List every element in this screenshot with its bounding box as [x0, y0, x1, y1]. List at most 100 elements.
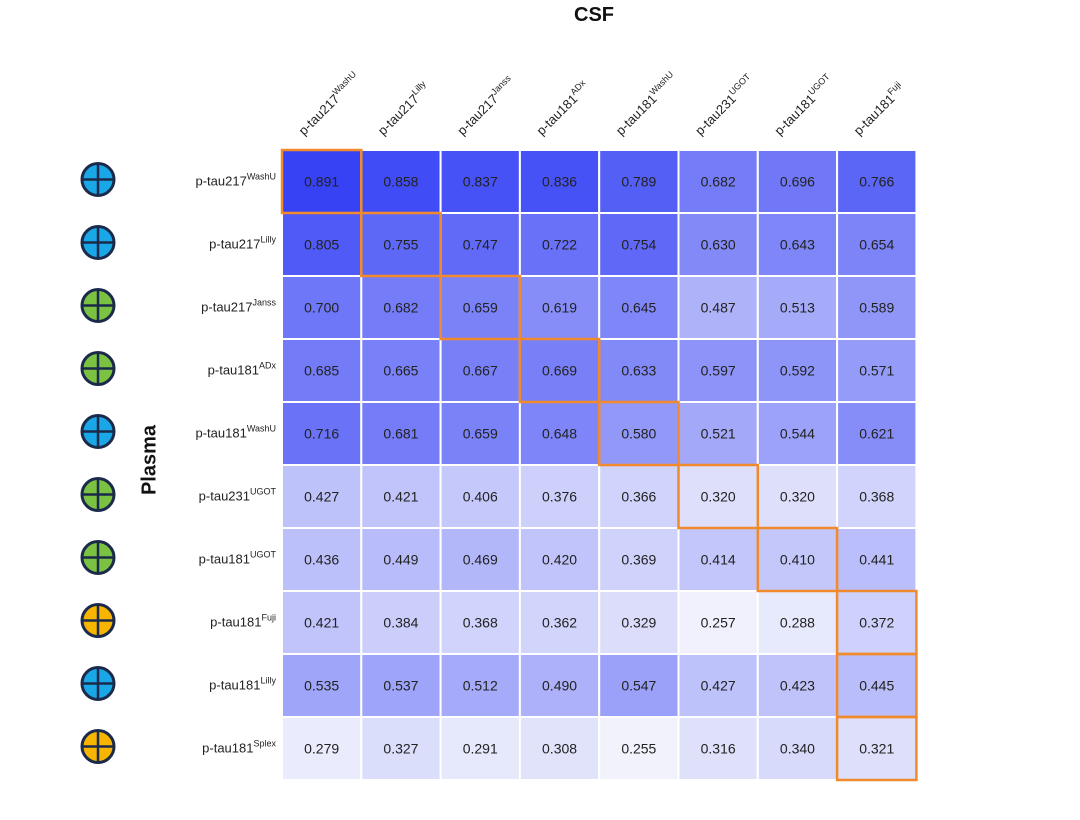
plate-marker-icon [80, 729, 116, 764]
cell-value-label: 0.630 [701, 237, 736, 253]
heatmap-cell [836, 527, 918, 592]
plate-marker-icon [80, 351, 116, 386]
row-label: p-tau181WashU [196, 424, 277, 441]
cell-value-label: 0.288 [780, 615, 815, 631]
plate-marker-icon [80, 540, 116, 575]
heatmap-cell [677, 149, 759, 214]
heatmap-cell [439, 464, 521, 529]
highlight-outline [439, 274, 522, 341]
cell-value-label: 0.535 [304, 678, 339, 694]
row-label: p-tau231UGOT [199, 487, 277, 504]
highlight-outline [597, 400, 680, 467]
heatmap-cell [281, 716, 363, 781]
cell-value-label: 0.836 [542, 174, 577, 190]
cell-value-label: 0.619 [542, 300, 577, 316]
heatmap-cell [281, 212, 363, 277]
heatmap-cell [836, 212, 918, 277]
heatmap-cell [836, 275, 918, 340]
cell-value-label: 0.427 [701, 678, 736, 694]
cell-value-label: 0.257 [701, 615, 736, 631]
cell-value-label: 0.308 [542, 741, 577, 757]
cell-value-label: 0.366 [621, 489, 656, 505]
cell-value-label: 0.659 [463, 300, 498, 316]
row-label: p-tau181Lilly [209, 676, 276, 693]
row-label: p-tau181UGOT [199, 550, 277, 567]
chart-title: CSF [574, 4, 614, 26]
heatmap-cell [836, 149, 918, 214]
highlight-outline [280, 148, 363, 215]
heatmap-cell [756, 338, 839, 403]
heatmap-cell [360, 716, 442, 781]
heatmap-cell [598, 338, 680, 403]
cell-value-label: 0.316 [701, 741, 736, 757]
cell-value-label: 0.521 [701, 426, 736, 442]
column-label: p-tau231UGOT [691, 71, 758, 138]
cell-value-label: 0.420 [542, 552, 577, 568]
heatmap-cell [836, 401, 918, 466]
cell-value-label: 0.754 [621, 237, 656, 253]
cell-value-label: 0.368 [463, 615, 498, 631]
heatmap-cell [439, 338, 521, 403]
cell-value-label: 0.716 [304, 426, 339, 442]
cell-value-label: 0.376 [542, 489, 577, 505]
cell-value-label: 0.654 [859, 237, 894, 253]
cell-value-label: 0.643 [780, 237, 815, 253]
cell-value-label: 0.436 [304, 552, 339, 568]
cell-value-label: 0.592 [780, 363, 815, 379]
cell-value-label: 0.648 [542, 426, 577, 442]
heatmap-cell [756, 401, 839, 466]
cell-value-label: 0.291 [463, 741, 498, 757]
heatmap-cell [836, 716, 918, 781]
cell-value-label: 0.858 [383, 174, 418, 190]
heatmap-cell [677, 212, 759, 277]
cell-value-label: 0.667 [463, 363, 498, 379]
cell-value-label: 0.445 [859, 678, 894, 694]
cell-value-label: 0.320 [780, 489, 815, 505]
cell-value-label: 0.329 [621, 615, 656, 631]
cell-value-label: 0.891 [304, 174, 339, 190]
row-label: p-tau217Lilly [209, 235, 276, 252]
cell-value-label: 0.837 [463, 174, 498, 190]
cell-value-label: 0.665 [383, 363, 418, 379]
cell-value-label: 0.645 [621, 300, 656, 316]
heatmap-cell [281, 401, 363, 466]
cell-value-label: 0.327 [383, 741, 418, 757]
cell-value-label: 0.805 [304, 237, 339, 253]
cell-value-label: 0.681 [383, 426, 418, 442]
heatmap-cell [756, 527, 839, 592]
column-label: p-tau181WashU [611, 69, 680, 138]
cell-value-label: 0.469 [463, 552, 498, 568]
cell-value-label: 0.700 [304, 300, 339, 316]
cell-value-label: 0.384 [383, 615, 418, 631]
heatmap-cell [281, 338, 363, 403]
heatmap-cell [836, 590, 918, 655]
cell-value-label: 0.512 [463, 678, 498, 694]
cell-value-label: 0.414 [701, 552, 736, 568]
column-label: p-tau217Lilly [373, 78, 433, 138]
plate-marker-icon [80, 288, 116, 323]
cell-value-label: 0.255 [621, 741, 656, 757]
cell-value-label: 0.441 [859, 552, 894, 568]
plate-marker-icon [80, 666, 116, 701]
cell-value-label: 0.659 [463, 426, 498, 442]
cell-value-label: 0.423 [780, 678, 815, 694]
cell-value-label: 0.755 [383, 237, 418, 253]
cell-value-label: 0.685 [304, 363, 339, 379]
column-label: p-tau217Janss [453, 73, 518, 138]
highlight-outline [835, 715, 918, 782]
cell-value-label: 0.279 [304, 741, 339, 757]
heatmap-cell [281, 464, 363, 529]
heatmap-cell [439, 590, 521, 655]
cell-value-label: 0.589 [859, 300, 894, 316]
heatmap-cell [598, 527, 680, 592]
cell-value-label: 0.321 [859, 741, 894, 757]
heatmap-cell [439, 212, 521, 277]
heatmap-cell [598, 212, 680, 277]
cell-value-label: 0.368 [859, 489, 894, 505]
cell-value-label: 0.669 [542, 363, 577, 379]
cell-value-label: 0.320 [701, 489, 736, 505]
cell-value-label: 0.487 [701, 300, 736, 316]
cell-value-label: 0.682 [701, 174, 736, 190]
highlight-outline [756, 526, 839, 593]
